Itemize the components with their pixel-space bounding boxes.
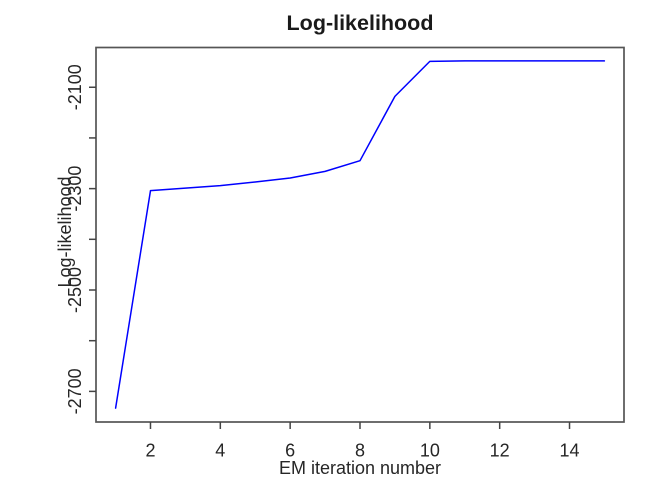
loglik-line [114,60,606,409]
y-tick-label: -2500 [65,267,85,313]
x-tick-label: 14 [560,441,580,461]
x-tick-label: 8 [355,441,365,461]
y-tick-label: -2700 [65,368,85,414]
y-axis-label: Log-likelihood [55,176,75,288]
x-tick-label: 4 [215,441,225,461]
y-tick-label: -2300 [65,166,85,212]
y-tick-label: -2100 [65,64,85,110]
x-tick-label: 12 [490,441,510,461]
x-tick-label: 10 [420,441,440,461]
plot-box [95,46,625,423]
x-axis-label: EM iteration number [278,458,442,478]
x-tick-label: 2 [145,441,155,461]
x-tick-label: 6 [285,441,295,461]
chart-title: Log-likelihood [286,11,434,35]
